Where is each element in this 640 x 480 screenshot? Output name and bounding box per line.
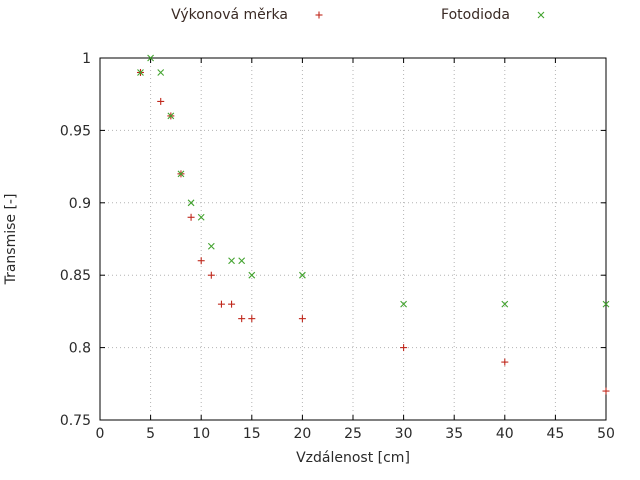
cross-marker-icon <box>228 257 235 265</box>
legend-label-fotodioda: Fotodioda <box>441 7 510 23</box>
cross-marker-icon <box>167 112 175 120</box>
cross-marker-icon <box>400 300 407 308</box>
y-axis-label: Transmise [-] <box>3 194 19 286</box>
y-tick-label: 0.9 <box>69 196 91 212</box>
x-tick-label: 15 <box>243 426 261 442</box>
plus-marker-icon <box>187 213 195 221</box>
cross-marker-icon <box>207 242 215 250</box>
plus-marker-icon <box>400 344 408 352</box>
x-tick-label: 30 <box>395 426 413 442</box>
x-tick-label: 35 <box>445 426 463 442</box>
y-tick-label: 0.8 <box>69 341 91 357</box>
plus-marker-icon <box>602 387 610 395</box>
legend-cross-icon <box>537 11 545 19</box>
cross-marker-icon <box>197 213 205 221</box>
plus-marker-icon <box>298 315 306 323</box>
cross-marker-icon <box>248 271 256 279</box>
legend-plus-icon <box>315 11 323 19</box>
plus-marker-icon <box>238 315 246 323</box>
y-tick-label: 0.75 <box>60 413 91 429</box>
plus-marker-icon <box>228 300 236 308</box>
x-axis-label: Vzdálenost [cm] <box>296 450 410 466</box>
plus-marker-icon <box>248 315 256 323</box>
y-tick-label: 0.85 <box>60 268 91 284</box>
cross-marker-icon <box>187 199 195 207</box>
cross-marker-icon <box>238 257 246 265</box>
cross-marker-icon <box>137 69 144 76</box>
y-tick-label: 1 <box>82 51 91 67</box>
axis-tick-marks <box>99 57 607 421</box>
plus-marker-icon <box>197 257 205 265</box>
cross-marker-icon <box>157 69 165 76</box>
x-tick-label: 10 <box>192 426 210 442</box>
plus-marker-icon <box>217 300 225 308</box>
x-tick-label: 50 <box>597 426 615 442</box>
x-tick-label: 0 <box>96 426 105 442</box>
data-points <box>136 54 610 395</box>
series-vykonova-merka <box>136 68 610 395</box>
series-fotodioda <box>137 54 610 308</box>
cross-marker-icon <box>147 54 154 62</box>
plus-marker-icon <box>157 97 165 105</box>
cross-marker-icon <box>299 271 306 279</box>
y-tick-label: 0.95 <box>60 123 91 139</box>
x-tick-label: 25 <box>344 426 362 442</box>
cross-marker-icon <box>177 170 185 178</box>
cross-marker-icon <box>602 300 610 308</box>
x-tick-label: 20 <box>293 426 311 442</box>
x-tick-label: 40 <box>496 426 514 442</box>
legend: Výkonová měrka Fotodioda <box>171 7 545 23</box>
legend-label-vykonova-merka: Výkonová měrka <box>171 7 288 23</box>
x-tick-label: 45 <box>546 426 564 442</box>
cross-marker-icon <box>501 300 509 308</box>
plus-marker-icon <box>501 358 509 366</box>
x-tick-label: 5 <box>146 426 155 442</box>
axis-tick-labels: 0 5 10 15 20 25 30 35 40 45 50 0.75 0.8 0.85 0.9 0.95 1 <box>60 51 615 442</box>
plus-marker-icon <box>207 271 215 279</box>
